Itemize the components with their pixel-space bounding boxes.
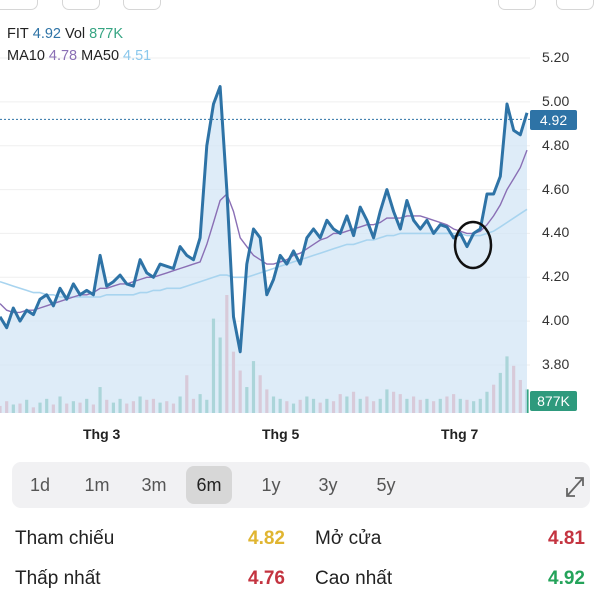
legend-ma10-label: MA10 (7, 48, 45, 64)
low-price-value: 4.76 (248, 568, 285, 589)
range-selector: 1d 1m 3m 6m 1y 3y 5y (12, 462, 590, 508)
top-toolbar-partial (0, 0, 600, 12)
y-tick-label: 4.60 (542, 180, 570, 197)
volume-tag: 877K (530, 391, 577, 411)
range-button-3y[interactable]: 3y (318, 475, 338, 495)
legend-row-price: FIT 4.92 Vol 877K (7, 26, 127, 42)
y-tick-label: 4.20 (542, 268, 570, 285)
x-tick-label: Thg 5 (262, 426, 300, 442)
high-price-label: Cao nhất (315, 568, 393, 589)
legend-vol-label: Vol (64, 26, 86, 42)
legend-volume: 877K (89, 26, 124, 42)
range-button-1m[interactable]: 1m (84, 475, 110, 495)
ref-price-value: 4.82 (248, 528, 285, 549)
price-line (0, 85, 529, 354)
range-button-1d[interactable]: 1d (29, 475, 51, 495)
y-tick-label: 3.80 (542, 356, 570, 372)
open-price-value: 4.81 (548, 528, 585, 549)
legend-row-ma: MA10 4.78 MA50 4.51 (7, 48, 155, 64)
legend-ticker: FIT (7, 26, 29, 42)
legend-price: 4.92 (32, 26, 61, 42)
y-tick-label: 5.00 (542, 92, 570, 109)
legend-ma50: 4.51 (123, 48, 152, 64)
range-button-6m[interactable]: 6m (186, 466, 232, 504)
y-tick-label: 4.80 (542, 136, 570, 153)
ref-price-label: Tham chiếu (15, 528, 115, 549)
toolbar-button-share[interactable] (498, 0, 536, 10)
legend-ma50-label: MA50 (81, 48, 120, 64)
toolbar-button-left[interactable] (0, 0, 38, 10)
price-area-fill (0, 86, 527, 413)
price-tag: 4.92 (530, 110, 577, 130)
y-tick-label: 5.20 (542, 49, 570, 65)
open-price-label: Mở cửa (315, 528, 382, 549)
legend-ma10: 4.78 (48, 48, 78, 64)
x-tick-label: Thg 7 (441, 426, 479, 442)
toolbar-button-compare[interactable] (123, 0, 161, 10)
x-tick-label: Thg 3 (83, 426, 121, 442)
high-price-value: 4.92 (548, 568, 585, 589)
range-button-3m[interactable]: 3m (141, 475, 167, 495)
y-tick-label: 4.40 (542, 224, 570, 241)
range-button-1y[interactable]: 1y (261, 475, 281, 495)
hand-drawn-circle-annotation (453, 220, 493, 270)
toolbar-button-more[interactable] (556, 0, 594, 10)
range-button-5y[interactable]: 5y (376, 475, 396, 495)
toolbar-button-middle[interactable] (62, 0, 100, 10)
price-chart[interactable] (0, 0, 600, 460)
expand-icon[interactable] (560, 466, 590, 504)
low-price-label: Thấp nhất (15, 568, 101, 589)
y-tick-label: 4.00 (542, 312, 570, 329)
